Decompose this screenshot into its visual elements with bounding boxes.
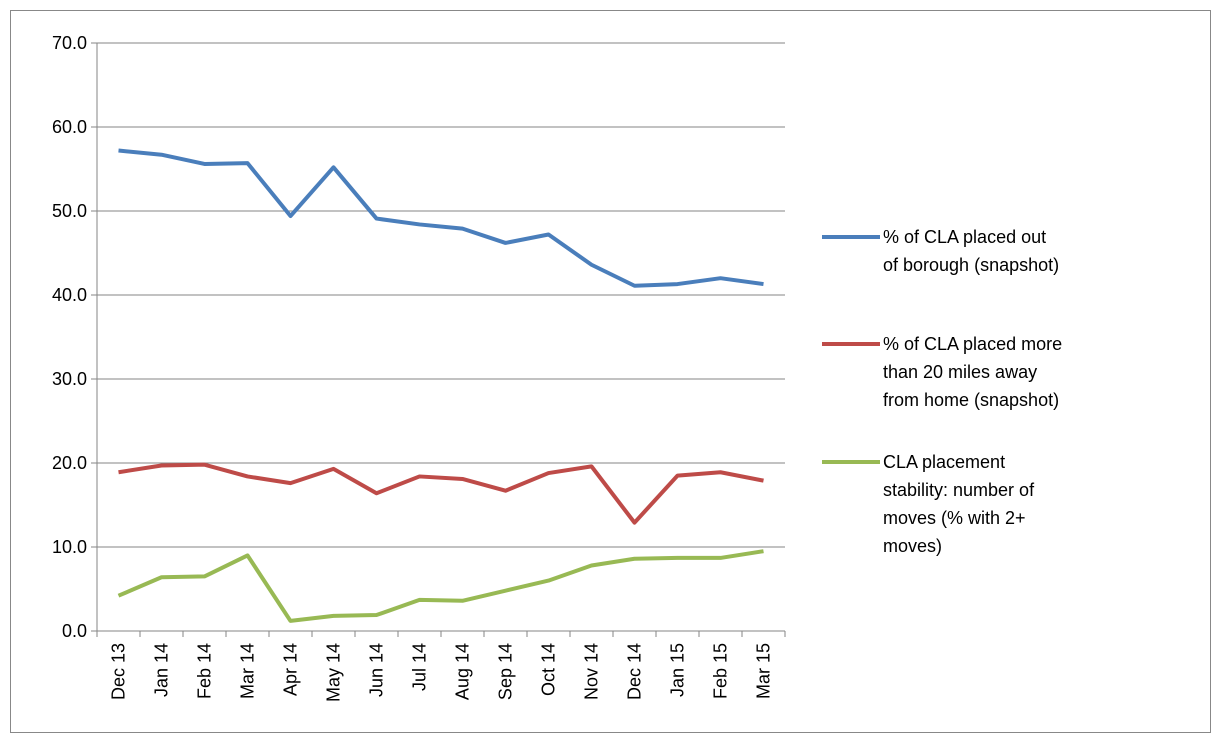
x-tick-label: Mar 14 xyxy=(238,643,258,699)
y-tick-label: 50.0 xyxy=(52,201,87,221)
series-line xyxy=(117,549,764,623)
x-tick-label: Dec 14 xyxy=(625,643,645,700)
x-tick-label: Feb 14 xyxy=(195,643,215,699)
x-tick-label: Aug 14 xyxy=(453,643,473,700)
x-tick-label: Jul 14 xyxy=(410,643,430,691)
x-tick-label: Jan 15 xyxy=(668,643,688,697)
y-tick-label: 20.0 xyxy=(52,453,87,473)
x-tick-label: Sep 14 xyxy=(496,643,516,700)
x-tick-label: Nov 14 xyxy=(582,643,602,700)
series-line xyxy=(118,462,764,525)
y-tick-label: 70.0 xyxy=(52,33,87,53)
x-tick-label: May 14 xyxy=(324,643,344,702)
y-tick-label: 60.0 xyxy=(52,117,87,137)
x-tick-label: Feb 15 xyxy=(711,643,731,699)
x-tick-label: Jun 14 xyxy=(367,643,387,697)
legend-label: CLA placement stability: number of moves… xyxy=(883,452,1035,556)
x-tick-label: Mar 15 xyxy=(754,643,774,699)
legend-label: % of CLA placed more than 20 miles away … xyxy=(883,334,1063,410)
x-tick-label: Apr 14 xyxy=(281,643,301,696)
y-tick-label: 0.0 xyxy=(62,621,87,641)
x-tick-label: Dec 13 xyxy=(109,643,129,700)
y-tick-label: 30.0 xyxy=(52,369,87,389)
chart-border xyxy=(10,10,1211,733)
legend-label: % of CLA placed out of borough (snapshot… xyxy=(883,227,1060,275)
x-tick-label: Jan 14 xyxy=(152,643,172,697)
y-tick-label: 40.0 xyxy=(52,285,87,305)
y-tick-label: 10.0 xyxy=(52,537,87,557)
series-line xyxy=(118,148,764,288)
x-tick-label: Oct 14 xyxy=(539,643,559,696)
